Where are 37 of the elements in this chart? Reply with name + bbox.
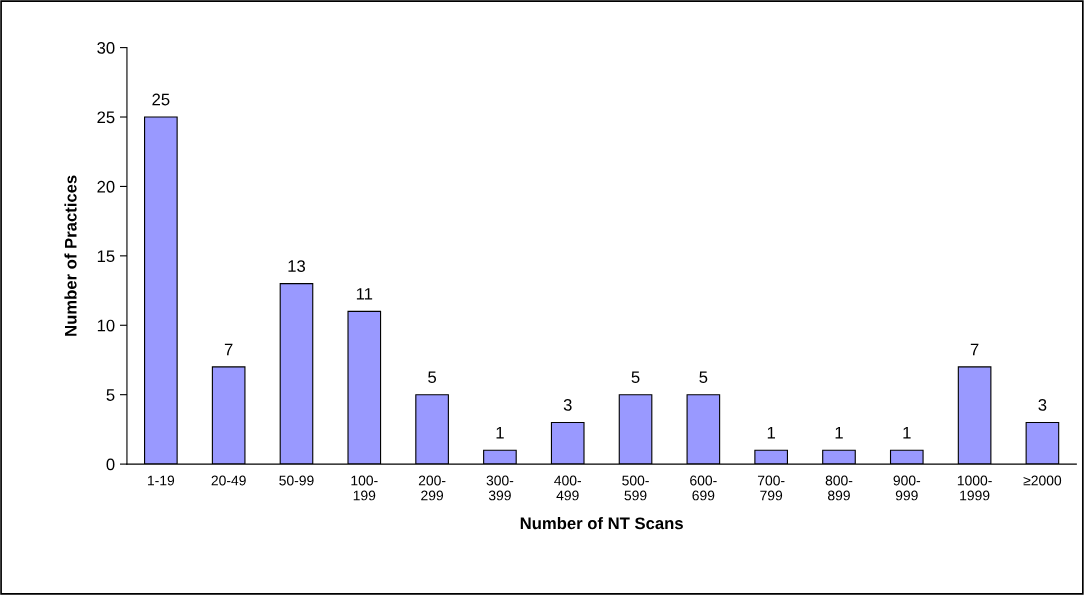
x-tick-label: 800- 899: [825, 475, 853, 501]
x-tick-label: 600- 699: [690, 475, 717, 501]
x-tick-label: 50-99: [279, 475, 314, 486]
y-tick-label: 0: [106, 458, 115, 471]
x-tick-label: 300- 399: [486, 475, 514, 501]
y-tick-label: 30: [97, 42, 115, 54]
x-tick-label: 900- 999: [893, 475, 921, 501]
data-label: 7: [970, 343, 979, 356]
x-tick-label: 500- 599: [622, 475, 649, 501]
x-tick-label: 200- 299: [418, 475, 446, 501]
y-tick-label: 20: [97, 180, 115, 193]
data-label: 25: [152, 93, 170, 106]
x-tick-label: 400- 499: [554, 475, 582, 501]
y-tick-label: 15: [97, 250, 115, 263]
x-tick-label: 20-49: [211, 475, 246, 486]
data-label: 1: [835, 426, 843, 439]
data-label: 5: [428, 371, 437, 384]
data-label: 3: [563, 399, 572, 411]
data-label: 7: [224, 343, 233, 356]
data-label: 1: [903, 426, 911, 439]
data-label: 1: [767, 426, 775, 439]
x-tick-label: 100- 199: [351, 475, 378, 501]
y-axis-title: Number of Practices: [64, 175, 77, 336]
data-label: 13: [288, 260, 306, 272]
x-tick-label: 1-19: [148, 475, 175, 486]
y-tick-label: 25: [97, 111, 115, 124]
data-label: 1: [496, 426, 504, 439]
x-axis-title: Number of NT Scans: [520, 517, 683, 530]
y-tick-label: 5: [106, 389, 115, 401]
data-label: 5: [699, 371, 708, 384]
x-tick-label: 700- 799: [757, 475, 785, 501]
data-label: 3: [1038, 399, 1047, 411]
data-label: 5: [631, 371, 640, 384]
y-tick-label: 10: [97, 319, 115, 332]
x-tick-label: 1000- 1999: [957, 475, 992, 501]
data-label: 11: [356, 288, 373, 300]
x-tick-label: ≥2000: [1023, 475, 1062, 486]
